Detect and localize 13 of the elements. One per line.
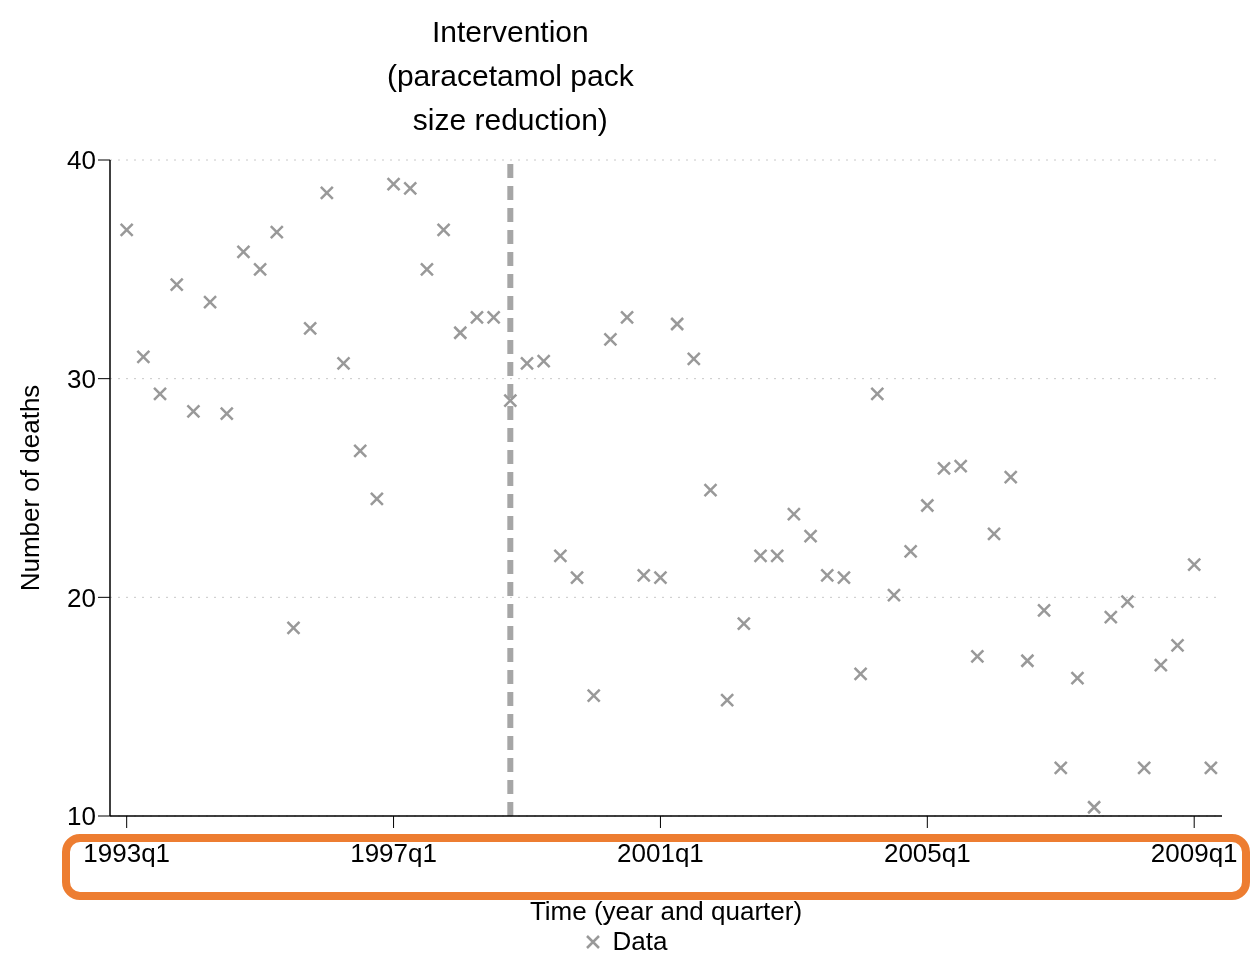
y-tick-label: 40 bbox=[67, 145, 96, 176]
x-tick-label: 2001q1 bbox=[617, 838, 704, 869]
y-axis-title: Number of deaths bbox=[15, 384, 46, 592]
ref-line-label: Intervention (paracetamol pack size reduction) bbox=[386, 15, 635, 136]
x-tick-label: 2009q1 bbox=[1150, 838, 1238, 869]
x-tick-label: 1993q1 bbox=[83, 838, 171, 869]
x-tick-label: 1997q1 bbox=[350, 838, 437, 869]
x-axis-title: Time (year and quarter) bbox=[529, 896, 803, 926]
x-tick-label: 2005q1 bbox=[883, 838, 971, 869]
y-tick-label: 20 bbox=[67, 582, 96, 613]
y-tick-label: 30 bbox=[67, 363, 96, 394]
y-tick-label: 10 bbox=[67, 801, 96, 832]
legend-label: Data bbox=[612, 926, 668, 957]
